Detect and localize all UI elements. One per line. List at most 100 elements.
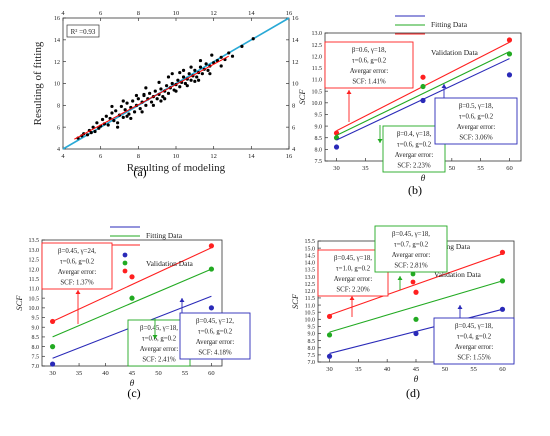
scatter-point (195, 75, 199, 79)
fit-line-series-0 (52, 247, 212, 322)
scatter-point (91, 125, 95, 129)
scatter-point (193, 68, 197, 72)
scatter-point (110, 111, 114, 115)
x-tick-label: 60 (506, 165, 513, 172)
scatter-point (219, 55, 223, 59)
y-tick-label: 13.0 (305, 275, 316, 281)
scatter-point (198, 65, 203, 69)
x-top-tick-label: 6 (99, 10, 103, 17)
scatter-point (93, 129, 97, 134)
fit-line-series-0 (329, 253, 503, 316)
scatter-point (104, 114, 108, 118)
annotation-text: SCF: 1.41% (352, 79, 386, 86)
scatter-point (240, 44, 244, 48)
y-tick-label: 10.0 (312, 101, 323, 107)
validation-point-series-0 (208, 243, 215, 249)
scatter-point (200, 72, 204, 76)
x-axis-label: θ (130, 379, 135, 389)
annotation-text: β=0.4, γ=18, (397, 131, 432, 138)
annotation-text: τ=0.6, g=0.2 (142, 336, 177, 343)
annotation-text: Avergar error: (334, 276, 373, 283)
x-tick-label: 35 (355, 366, 362, 373)
annotation-text: β=0.45, γ=18, (334, 255, 372, 262)
scatter-point (183, 81, 188, 86)
y-tick-label: 16 (54, 16, 60, 22)
scatter-point (100, 117, 105, 122)
validation-point-series-1 (413, 316, 419, 322)
y-tick-label: 11.0 (305, 303, 315, 309)
scatter-point (97, 126, 101, 130)
annotation-box (41, 242, 113, 290)
fit-line-series-1 (52, 268, 212, 338)
y-tick-label: 14.0 (305, 261, 316, 267)
scatter-point (110, 104, 114, 109)
y-tick-label: 12.5 (29, 258, 40, 264)
annotation-text: SCF: 4.18% (198, 350, 232, 357)
y-tick-label: 13.0 (312, 31, 323, 37)
scatter-point (125, 101, 129, 105)
annotation-text: β=0.45, γ=18, (392, 231, 430, 238)
annotation-box (434, 97, 518, 145)
scatter-point (132, 110, 137, 114)
validation-point-series-0 (49, 318, 56, 325)
scatter-point (159, 99, 163, 103)
validation-point-series-1 (49, 344, 56, 350)
annotation-text: τ=0.6, g=0.2 (352, 58, 387, 65)
annotation-box (374, 225, 448, 273)
scatter-point (138, 107, 142, 111)
y-tick-label: 4 (57, 147, 60, 153)
legend-label-fitting: Fitting Data (146, 231, 183, 240)
annotation-arrowhead (346, 90, 352, 94)
x-tick-label: 6 (99, 153, 103, 160)
annotation-text: τ=0.4, g=0.2 (457, 334, 492, 341)
y-tick-label: 15.5 (305, 239, 316, 245)
y-tick-label: 13.0 (29, 248, 40, 254)
x-tick-label: 35 (76, 370, 83, 377)
y-tick-label: 11.5 (312, 66, 322, 72)
y-tick-label: 10.5 (29, 296, 40, 302)
scatter-point (198, 58, 203, 63)
validation-point-series-1 (420, 83, 426, 90)
annotation-text: β=0.6, γ=18, (352, 47, 387, 54)
scatter-point (144, 86, 148, 90)
annotation-text: SCF: 2.23% (397, 163, 431, 170)
validation-point-series-0 (129, 274, 135, 280)
panel-label: (b) (408, 183, 422, 197)
x-top-tick-label: 4 (61, 10, 65, 17)
annotation-text: SCF: 2.41% (142, 357, 176, 364)
y-right-tick-label: 14 (292, 37, 299, 44)
annotation-text: SCF: 2.20% (336, 287, 370, 294)
y-tick-label: 10.0 (29, 306, 40, 312)
annotation-text: SCF: 2.81% (394, 263, 428, 270)
annotation-text: β=0.45, γ=24, (58, 248, 96, 255)
legend-dot-green (122, 260, 128, 266)
y-tick-label: 10.5 (312, 89, 323, 95)
scatter-point (164, 84, 169, 88)
scatter-point (157, 80, 161, 85)
y-tick-label: 11.5 (305, 296, 315, 302)
y-right-tick-label: 8 (292, 103, 295, 110)
scatter-point (210, 53, 214, 57)
scatter-point (89, 131, 93, 135)
annotation-text: β=0.45, γ=12, (196, 318, 234, 325)
y-right-tick-label: 16 (292, 15, 299, 22)
annotation-text: β=0.5, γ=18, (459, 103, 494, 110)
scatter-point (116, 121, 120, 125)
y-tick-label: 14 (54, 38, 60, 44)
y-tick-label: 11.0 (312, 78, 322, 84)
scatter-point (174, 89, 178, 93)
y-tick-label: 8.0 (315, 148, 323, 154)
y-tick-label: 10.0 (305, 317, 316, 323)
x-tick-label: 16 (286, 153, 293, 160)
x-tick-label: 14 (248, 153, 255, 160)
scatter-point (166, 91, 171, 95)
legend-dot-green (410, 271, 416, 277)
x-top-tick-label: 12 (210, 10, 217, 17)
y-tick-label: 8.5 (315, 136, 323, 142)
x-axis-label: θ (414, 375, 419, 385)
scatter-point (206, 68, 210, 72)
panel-label: (c) (127, 386, 140, 400)
scatter-point (181, 68, 186, 72)
